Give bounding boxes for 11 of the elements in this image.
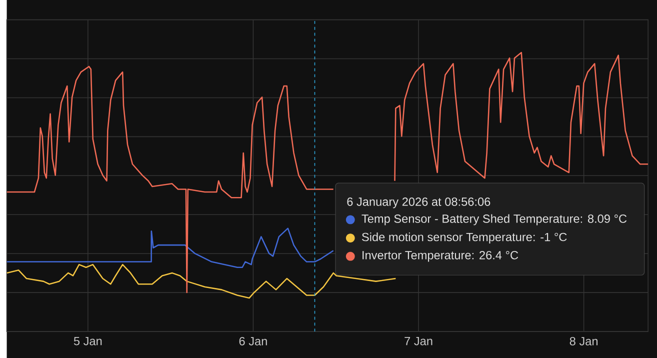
legend-label: Side motion sensor Temperature xyxy=(362,232,532,244)
ref-line-label: 6 January 2026 at 08:56:06 xyxy=(347,197,490,208)
annotation: : 8.09 °C xyxy=(580,214,627,223)
annotation: : -1 °C xyxy=(534,232,567,242)
legend-label: Invertor Temperature xyxy=(362,250,471,262)
x-tick-label: 6 Jan xyxy=(239,336,267,346)
legend-label: Temp Sensor - Battery Shed Temperature xyxy=(362,214,580,226)
x-tick-label: 5 Jan xyxy=(74,336,102,346)
x-tick-label: 8 Jan xyxy=(570,336,598,346)
x-tick-label: 7 Jan xyxy=(404,336,432,346)
annotation: : 26.4 °C xyxy=(472,250,518,260)
